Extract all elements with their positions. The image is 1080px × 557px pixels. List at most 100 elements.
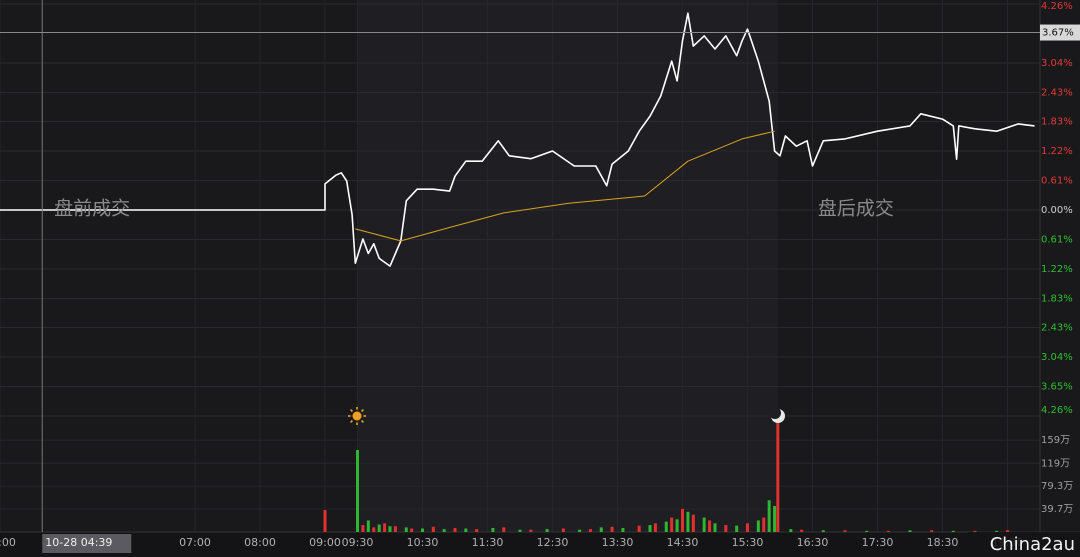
volume-tick-label: 159万 xyxy=(1041,435,1070,446)
crosshair-x-box xyxy=(42,534,132,553)
volume-bar xyxy=(708,520,712,532)
volume-bar xyxy=(951,530,955,532)
x-tick-label: 13:30 xyxy=(602,536,634,549)
volume-bar xyxy=(356,450,359,532)
x-axis-band xyxy=(0,532,1080,557)
volume-bar xyxy=(388,526,392,532)
volume-bar xyxy=(653,523,657,532)
y-tick-label: 3.04% xyxy=(1041,58,1073,69)
volume-bar xyxy=(648,525,652,532)
price-line xyxy=(0,12,1035,267)
x-tick-label: 08:00 xyxy=(244,536,276,549)
regular-session-band xyxy=(357,0,778,532)
volume-bar xyxy=(621,527,625,532)
volume-bar xyxy=(404,527,408,532)
volume-bar xyxy=(691,514,695,532)
average-line xyxy=(355,130,775,242)
y-tick-label: 3.65% xyxy=(1041,382,1073,393)
crosshair-x-label: 10-28 04:39 xyxy=(45,536,112,549)
volume-bar xyxy=(843,530,847,532)
x-tick-label: 15:30 xyxy=(732,536,764,549)
volume-bar xyxy=(776,420,780,532)
volume-bar xyxy=(973,530,977,532)
volume-bar xyxy=(529,529,533,532)
volume-bar xyxy=(393,526,397,532)
volume-bar xyxy=(366,520,370,532)
volume-bar xyxy=(675,519,679,532)
volume-bar xyxy=(464,528,468,532)
sun-icon xyxy=(348,407,366,425)
crosshair-y-label: 3.67% xyxy=(1042,28,1074,39)
x-tick-label: 10:30 xyxy=(407,536,439,549)
y-tick-label: 1.22% xyxy=(1041,146,1073,157)
volume-bar xyxy=(637,525,641,532)
volume-bar xyxy=(886,530,890,532)
y-tick-label: 0.61% xyxy=(1041,176,1073,187)
y-tick-label: 4.26% xyxy=(1041,405,1073,416)
x-tick-label: 09:30 xyxy=(342,536,374,549)
volume-bar xyxy=(502,527,506,532)
x-tick-label: 07:00 xyxy=(179,536,211,549)
volume-bar xyxy=(421,528,424,532)
volume-bar xyxy=(664,521,668,532)
volume-bar xyxy=(865,530,869,532)
volume-bar xyxy=(361,525,365,532)
y-tick-label: 1.83% xyxy=(1041,293,1073,304)
y-tick-label: 2.43% xyxy=(1041,87,1073,98)
volume-bar xyxy=(995,530,999,532)
y-tick-label: 1.22% xyxy=(1041,264,1073,275)
volume-bar xyxy=(588,529,592,532)
volume-bar xyxy=(756,520,760,532)
volume-bar xyxy=(762,517,766,532)
volume-bar xyxy=(578,529,582,532)
volume-bar xyxy=(767,500,771,532)
volume-bar xyxy=(383,523,387,532)
volume-bar xyxy=(410,528,414,532)
crosshair-y-box xyxy=(1040,24,1080,41)
x-tick-label: 04:00 xyxy=(0,536,16,549)
x-tick-label: 16:30 xyxy=(797,536,829,549)
volume-bar xyxy=(323,510,327,532)
moon-icon xyxy=(769,407,785,423)
volume-bar xyxy=(724,525,728,532)
volume-tick-label: 79.3万 xyxy=(1041,481,1073,492)
watermark-bg xyxy=(968,532,1080,557)
volume-bar xyxy=(930,530,934,532)
volume-bar xyxy=(610,526,614,532)
y-tick-label: 1.83% xyxy=(1041,117,1073,128)
volume-bar xyxy=(561,528,565,532)
volume-bar xyxy=(702,517,706,532)
volume-tick-label: 119万 xyxy=(1041,458,1070,469)
volume-bar xyxy=(442,529,446,532)
volume-bar xyxy=(518,529,522,532)
x-tick-label: 14:30 xyxy=(667,536,699,549)
volume-tick-label: 39.7万 xyxy=(1041,504,1073,515)
y-tick-label: 0.00% xyxy=(1041,205,1073,216)
x-tick-label: 18:30 xyxy=(927,536,959,549)
volume-bar xyxy=(773,506,777,532)
session-label: 盘后成交 xyxy=(818,198,894,220)
volume-bar xyxy=(431,526,435,532)
volume-bar xyxy=(681,508,684,532)
volume-bar xyxy=(735,525,739,532)
y-tick-label: 3.04% xyxy=(1041,352,1073,363)
volume-bar xyxy=(686,511,690,532)
volume-bar xyxy=(789,529,793,532)
volume-bar xyxy=(746,523,749,532)
volume-bar xyxy=(372,527,376,532)
x-tick-label: 12:30 xyxy=(537,536,569,549)
session-label: 盘前成交 xyxy=(54,198,130,220)
volume-bar xyxy=(821,530,825,532)
x-tick-label: 11:30 xyxy=(472,536,504,549)
volume-bar xyxy=(491,527,495,532)
volume-bar xyxy=(1006,530,1009,532)
volume-bar xyxy=(475,529,479,532)
y-tick-label: 0.61% xyxy=(1041,234,1073,245)
volume-bar xyxy=(713,523,717,532)
y-tick-label: 2.43% xyxy=(1041,323,1073,334)
x-tick-label: 09:00 xyxy=(309,536,341,549)
volume-bar xyxy=(800,529,804,532)
volume-bar xyxy=(453,527,457,532)
volume-bar xyxy=(670,517,674,532)
